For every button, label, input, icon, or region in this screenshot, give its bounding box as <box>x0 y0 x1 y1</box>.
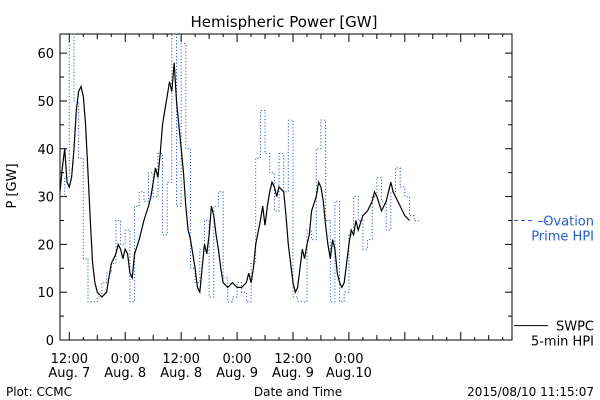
x-tick-time-label: 12:00 <box>51 352 88 367</box>
y-tick-label: 10 <box>37 286 54 301</box>
x-tick-date-label: Aug.10 <box>326 366 372 381</box>
x-tick-time-label: 0:00 <box>222 352 251 367</box>
y-tick-label: 20 <box>37 238 54 253</box>
x-tick-time-label: 12:00 <box>162 352 199 367</box>
y-tick-label: 40 <box>37 143 54 158</box>
x-tick-date-label: Aug. 8 <box>104 366 146 381</box>
chart-title: Hemispheric Power [GW] <box>191 13 378 31</box>
plot-border <box>59 33 513 341</box>
footer-timestamp: 2015/08/10 11:15:07 <box>467 385 594 399</box>
swpc-label-line1: SWPC <box>556 320 594 335</box>
x-tick-time-label: 0:00 <box>111 352 140 367</box>
x-tick-date-label: Aug. 8 <box>160 366 202 381</box>
ovation-label-line1: Ovation <box>543 214 594 229</box>
y-tick-label: 50 <box>37 95 54 110</box>
x-tick-date-label: Aug. 7 <box>48 366 90 381</box>
ovation-label-line2: Prime HPI <box>531 229 594 244</box>
footer-plot-source: Plot: CCMC <box>6 385 72 399</box>
y-axis-ticks: 0 10 20 30 40 50 60 <box>37 47 512 349</box>
y-axis-label: P [GW] <box>5 163 20 208</box>
y-tick-label: 60 <box>37 47 54 62</box>
x-tick-time-label: 12:00 <box>274 352 311 367</box>
x-tick-date-label: Aug. 9 <box>216 366 258 381</box>
series-ovation-prime-hpi <box>60 33 419 303</box>
swpc-label-line2: 5-min HPI <box>531 335 594 350</box>
y-tick-label: 0 <box>46 334 54 349</box>
x-tick-date-label: Aug. 9 <box>272 366 314 381</box>
plot-frame <box>59 33 513 341</box>
x-axis-label: Date and Time <box>254 385 342 399</box>
series-swpc-5min-hpi <box>59 62 410 298</box>
y-tick-label: 30 <box>37 191 54 206</box>
x-tick-time-label: 0:00 <box>334 352 363 367</box>
